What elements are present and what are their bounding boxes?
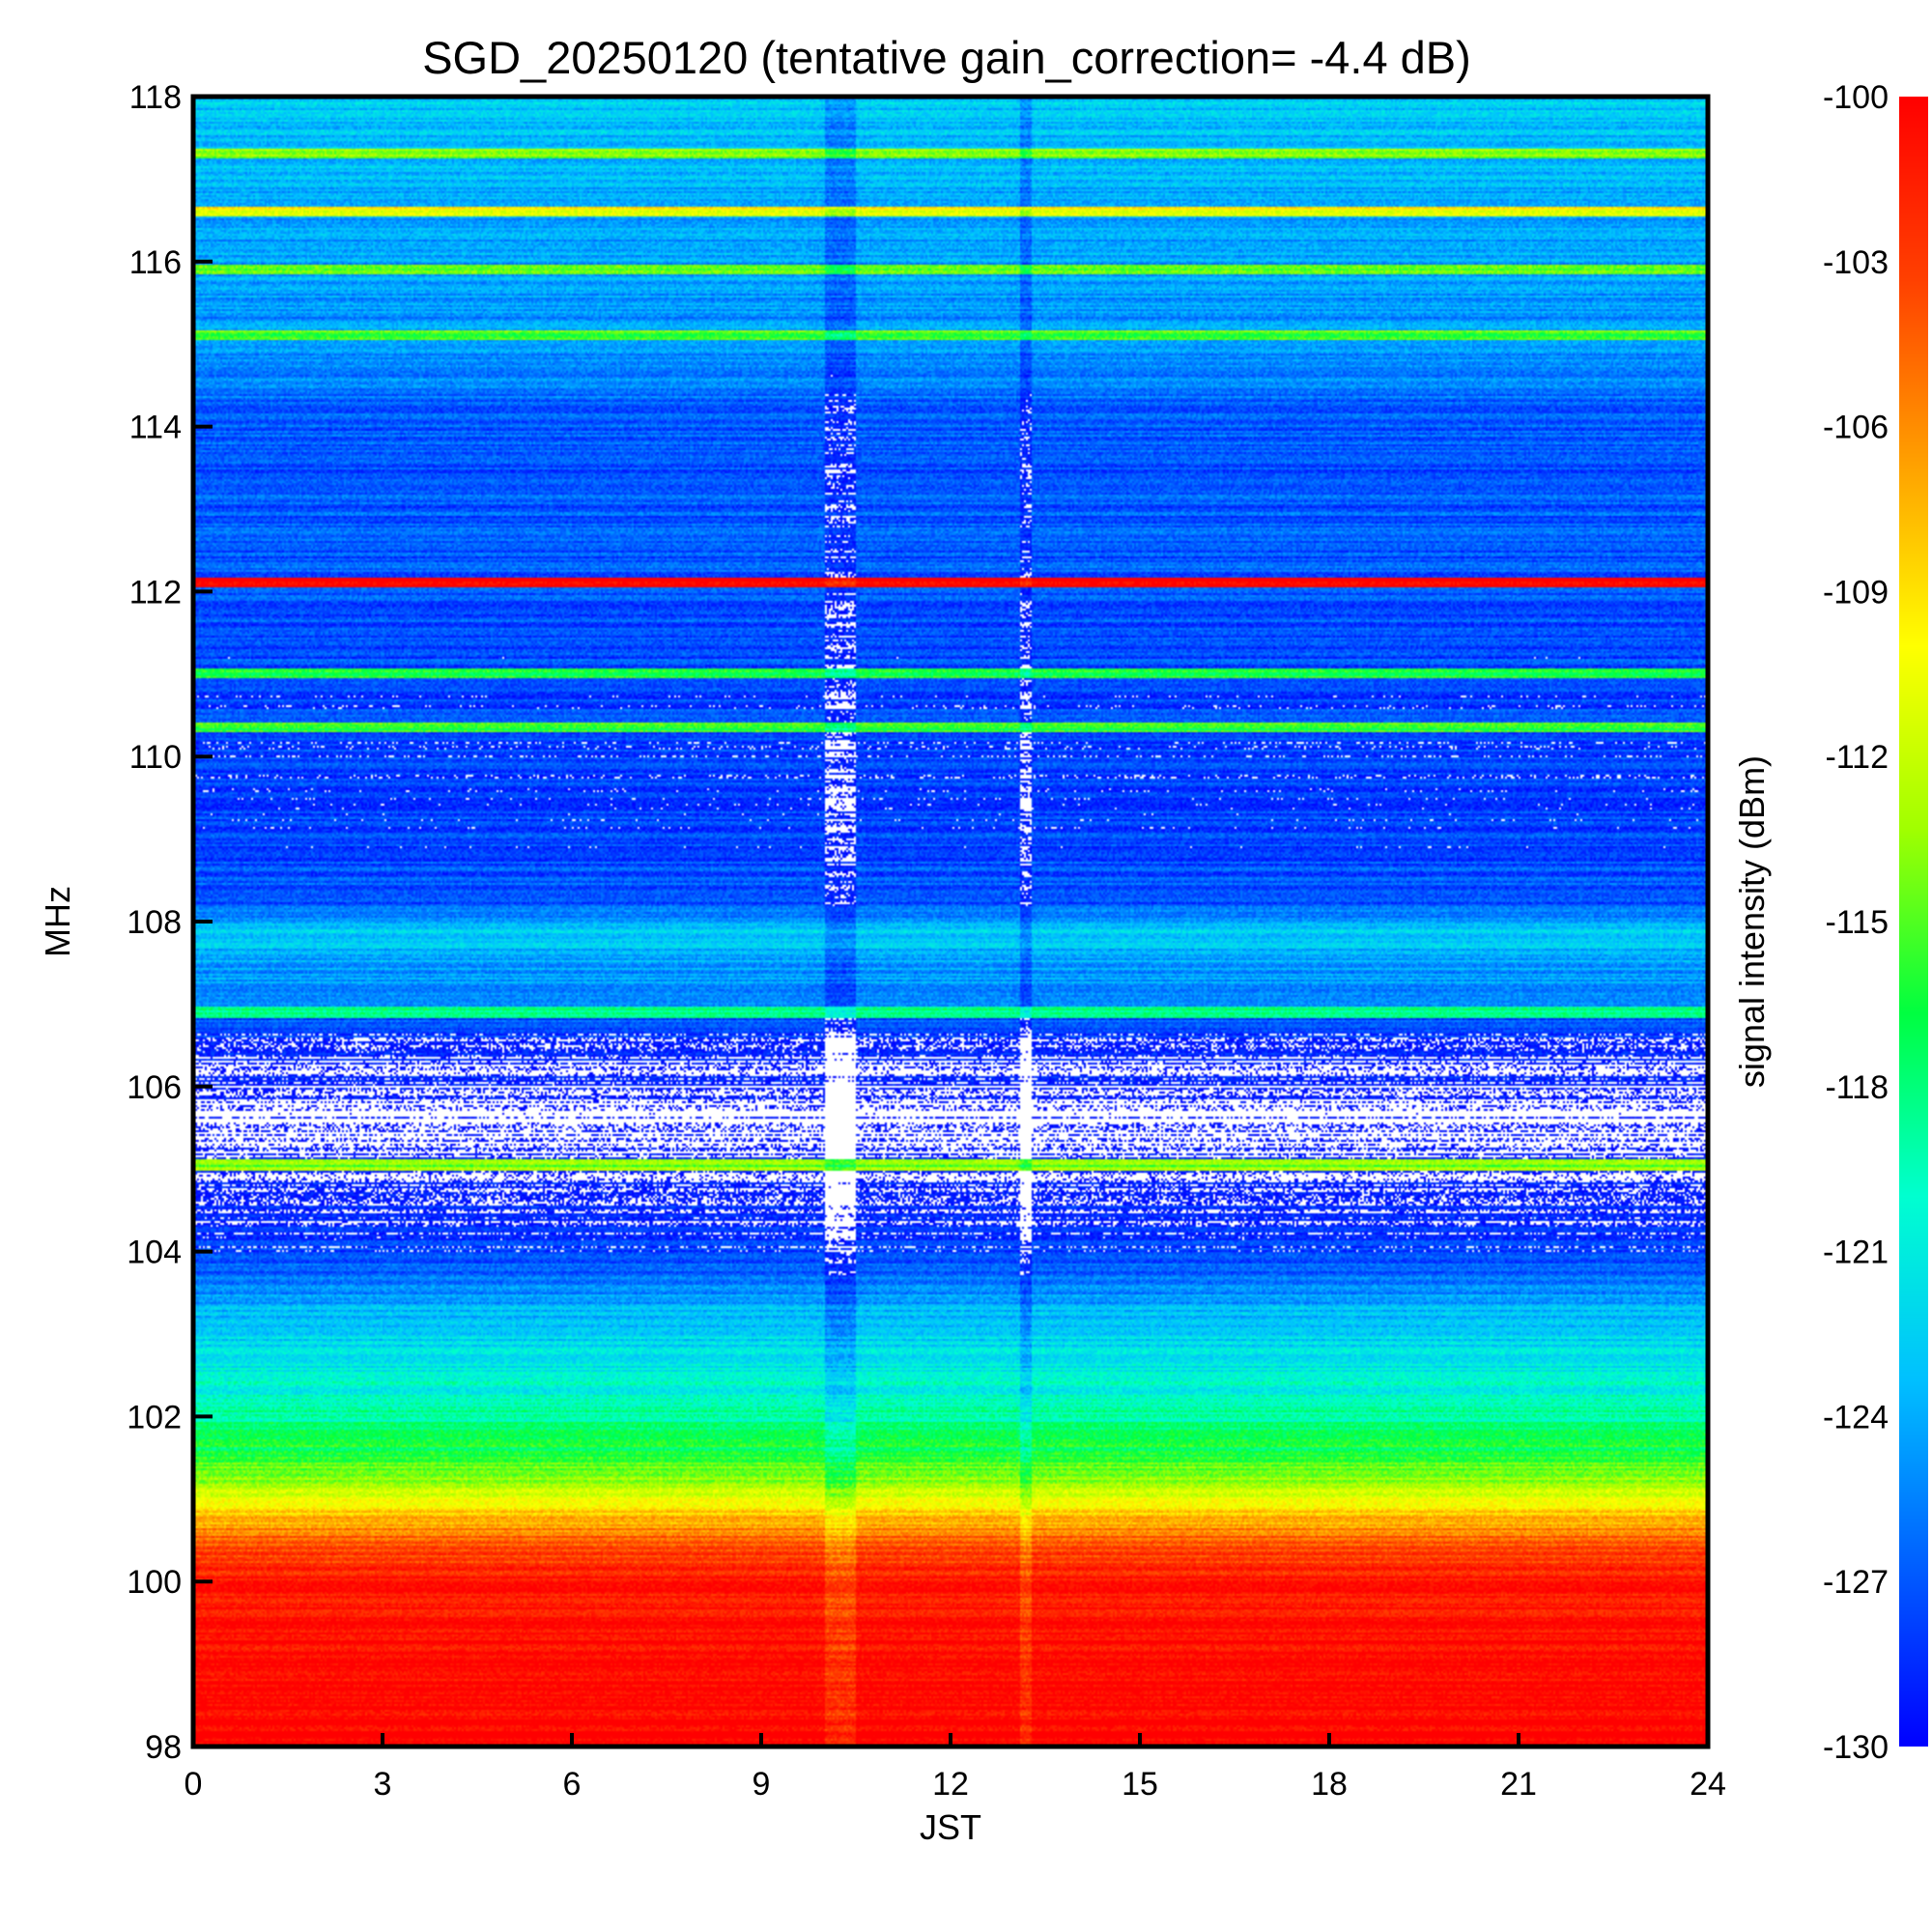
- x-tick-label: 24: [1690, 1766, 1726, 1803]
- x-tick-label: 0: [185, 1766, 203, 1803]
- y-tick-label: 100: [127, 1564, 182, 1601]
- y-tick-label: 110: [129, 739, 182, 776]
- colorbar-tick-label: -121: [1823, 1235, 1889, 1271]
- y-tick-label: 112: [129, 574, 182, 611]
- colorbar-ticks: -100 -103 -106 -109 -112 -115 -118 -121 -124 -127…: [1823, 79, 1889, 1766]
- y-tick-label: 98: [145, 1729, 182, 1766]
- colorbar-tick-label: -100: [1823, 79, 1889, 116]
- y-tick-label: 114: [129, 410, 182, 446]
- x-tick-label: 15: [1122, 1766, 1158, 1803]
- y-tick-label: 116: [129, 244, 182, 281]
- y-axis: 98 100 102 104 106 108 110 112 114 116 118: [127, 79, 213, 1766]
- x-axis: 0 3 6 9 12 15 18 21 24: [185, 1733, 1726, 1803]
- colorbar-tick-label: -124: [1823, 1399, 1889, 1435]
- x-axis-label: JST: [920, 1807, 981, 1847]
- y-tick-label: 118: [129, 79, 182, 116]
- colorbar-label: signal intensity (dBm): [1732, 755, 1772, 1088]
- y-tick-label: 108: [127, 904, 182, 941]
- colorbar-tick-label: -109: [1823, 574, 1889, 611]
- colorbar-tick-label: -115: [1825, 904, 1889, 941]
- x-tick-label: 9: [753, 1766, 771, 1803]
- x-tick-label: 21: [1500, 1766, 1537, 1803]
- x-tick-label: 3: [374, 1766, 392, 1803]
- colorbar: [1899, 97, 1928, 1747]
- colorbar-tick-label: -103: [1823, 244, 1889, 281]
- colorbar-tick-label: -112: [1825, 739, 1889, 776]
- heatmap-image: [193, 97, 1708, 1747]
- x-tick-label: 18: [1311, 1766, 1348, 1803]
- y-tick-label: 104: [127, 1235, 182, 1271]
- colorbar-tick-label: -118: [1825, 1069, 1889, 1106]
- y-tick-label: 106: [127, 1069, 182, 1106]
- chart-title: SGD_20250120 (tentative gain_correction=…: [422, 32, 1471, 83]
- colorbar-tick-label: -127: [1823, 1564, 1889, 1601]
- x-tick-label: 12: [932, 1766, 969, 1803]
- y-axis-label: MHz: [38, 886, 77, 957]
- colorbar-tick-label: -106: [1823, 410, 1889, 446]
- colorbar-tick-label: -130: [1823, 1729, 1889, 1766]
- plot-area: [190, 94, 1711, 1749]
- y-tick-label: 102: [127, 1399, 182, 1435]
- x-tick-label: 6: [563, 1766, 582, 1803]
